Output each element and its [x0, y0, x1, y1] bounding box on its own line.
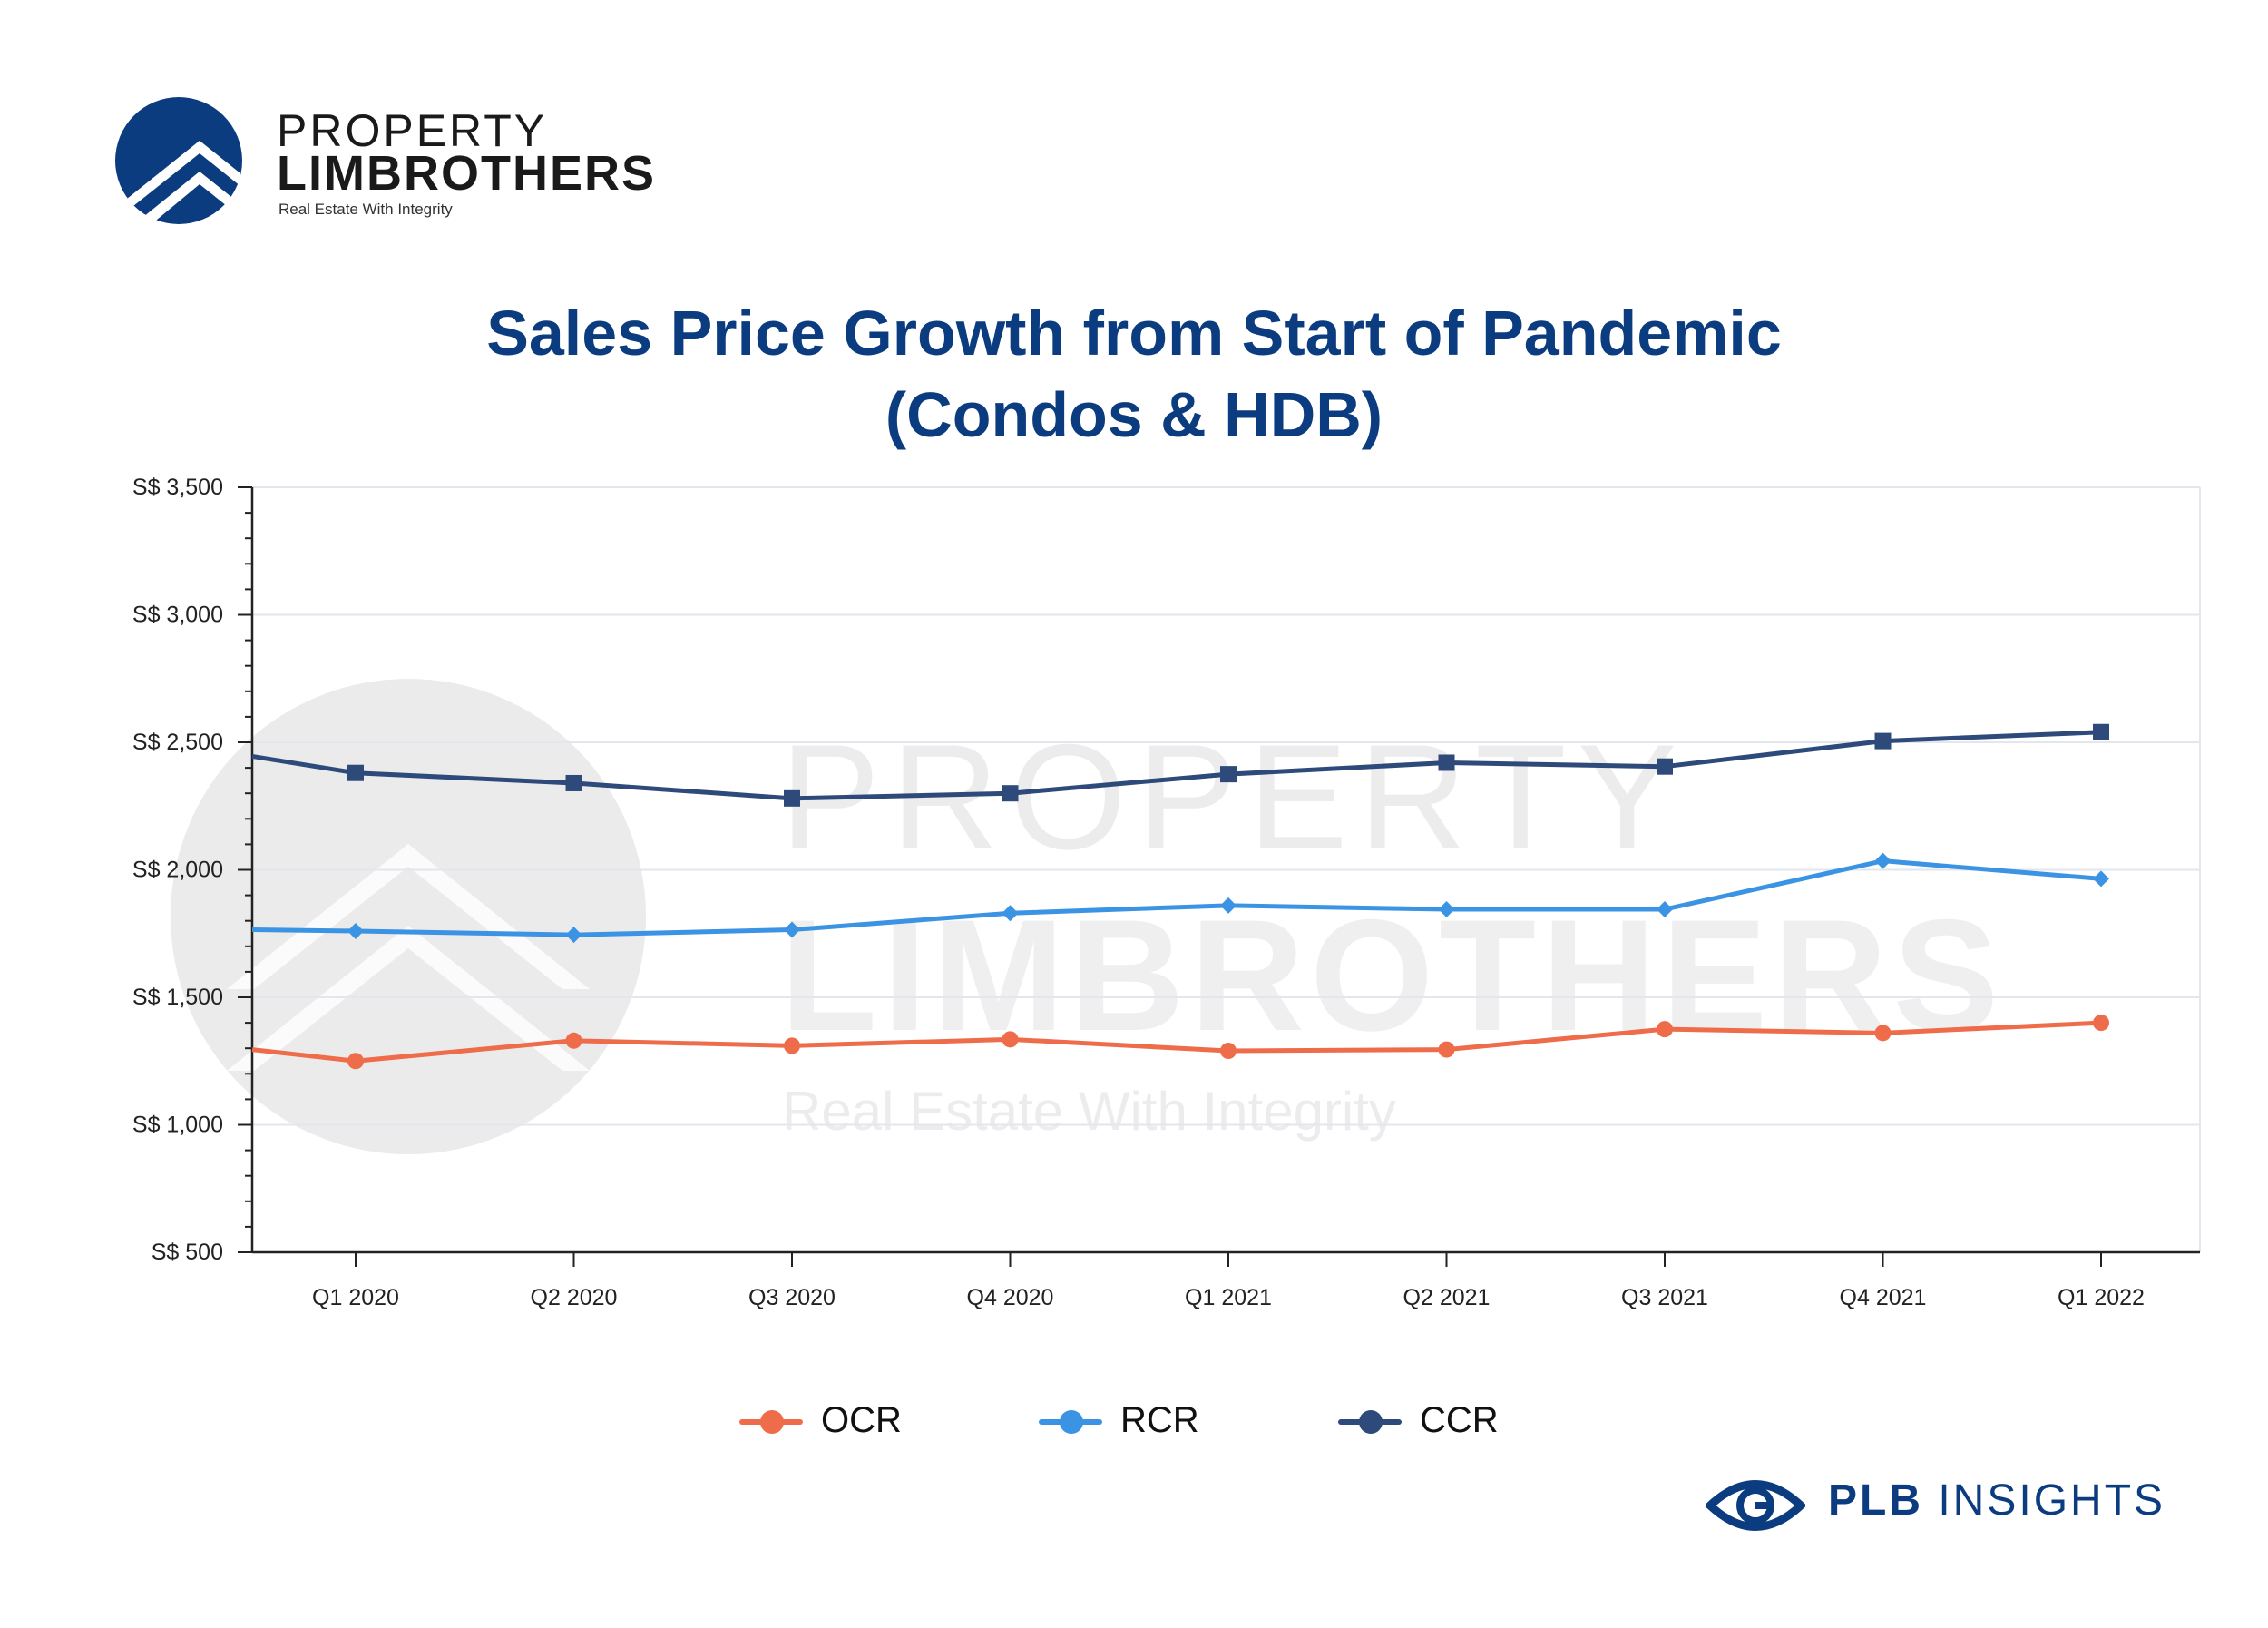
x-tick-label: Q3 2021 [1621, 1285, 1708, 1310]
data-point-rcr [565, 927, 582, 944]
y-tick-label: S$ 1,500 [132, 985, 223, 1010]
logo-mark-icon [115, 97, 242, 224]
data-point-ocr [565, 1032, 582, 1049]
data-point-ccr [565, 774, 582, 791]
legend-label-ocr: OCR [821, 1400, 902, 1440]
data-point-rcr [1002, 905, 1019, 922]
gridlines [252, 486, 2201, 1252]
data-point-rcr [347, 922, 364, 939]
legend-label-ccr: CCR [1420, 1400, 1499, 1440]
series-ccr [251, 723, 2109, 807]
y-tick-label: S$ 2,000 [132, 858, 223, 883]
plb-insights-rest: INSIGHTS [1923, 1476, 2166, 1525]
x-axis-ticks: Q1 2020 Q2 2020 Q3 2020 Q4 2020 Q1 2021 Q2 20… [312, 1252, 2145, 1310]
data-point-ccr [2093, 723, 2109, 740]
data-point-ocr [1002, 1031, 1019, 1048]
data-point-rcr [1438, 901, 1455, 918]
data-point-ocr [1657, 1021, 1673, 1038]
watermark: PROPERTY LIMBROTHERS Real Estate With In… [171, 679, 2004, 1154]
data-point-ccr [1438, 754, 1455, 771]
data-point-ccr [1002, 785, 1019, 802]
x-tick-label: Q1 2022 [2058, 1285, 2145, 1310]
data-point-ocr [347, 1053, 364, 1070]
y-tick-label: S$ 3,500 [132, 475, 223, 500]
x-tick-label: Q4 2021 [1840, 1285, 1927, 1310]
x-tick-label: Q4 2020 [967, 1285, 1054, 1310]
logo-wordmark-bottom: LIMBROTHERS [277, 146, 656, 201]
series-rcr [251, 852, 2109, 944]
data-point-ocr [1220, 1043, 1237, 1060]
y-tick-label: S$ 2,500 [132, 730, 223, 755]
legend-marker-ccr [1359, 1410, 1383, 1434]
watermark-word2: LIMBROTHERS [780, 888, 2004, 1064]
series-ocr [251, 1015, 2109, 1070]
data-point-rcr [1220, 897, 1237, 914]
chart-legend: OCR RCR CCR [0, 1393, 2268, 1447]
data-point-ocr [2093, 1015, 2109, 1032]
chart-title: Sales Price Growth from Start of Pandemi… [0, 292, 2268, 456]
plb-insights-bold: PLB [1828, 1476, 1923, 1525]
data-point-rcr [2093, 870, 2109, 888]
x-tick-label: Q1 2020 [312, 1285, 399, 1310]
plb-insights-label: PLB INSIGHTS [1828, 1476, 2165, 1525]
logo-tagline: Real Estate With Integrity [279, 201, 453, 218]
y-tick-label: S$ 3,000 [132, 603, 223, 628]
data-point-rcr [784, 921, 800, 938]
brand-logo: PROPERTY LIMBROTHERS Real Estate With In… [113, 95, 658, 231]
series-line-rcr [251, 858, 2102, 937]
legend-marker-rcr [1060, 1410, 1083, 1434]
chart-title-line1: Sales Price Growth from Start of Pandemi… [486, 298, 1782, 368]
plb-insights-badge: PLB INSIGHTS [1706, 1468, 2177, 1541]
series-line-ocr [251, 1020, 2102, 1064]
data-point-rcr [1874, 852, 1892, 869]
data-point-ocr [1438, 1041, 1455, 1058]
eye-icon [1706, 1480, 1805, 1531]
x-tick-label: Q1 2021 [1185, 1285, 1272, 1310]
y-tick-label: S$ 500 [152, 1240, 223, 1265]
y-tick-label: S$ 1,000 [132, 1113, 223, 1138]
logo-wordmark-top: PROPERTY [277, 105, 548, 156]
data-point-ccr [1220, 766, 1237, 783]
data-point-ccr [1657, 758, 1673, 775]
y-axis-ticks: S$ 500 S$ 1,000 S$ 1,500 S$ 2,000 S$ 2,500 S$… [132, 475, 252, 1265]
series-line-ccr [251, 730, 2102, 801]
watermark-tagline: Real Estate With Integrity [782, 1081, 1396, 1142]
data-point-ccr [784, 789, 800, 807]
data-point-ccr [1874, 732, 1892, 750]
x-tick-label: Q3 2020 [748, 1285, 836, 1310]
data-point-ocr [784, 1037, 800, 1054]
data-point-ocr [1874, 1025, 1892, 1042]
series-lines [251, 723, 2109, 1070]
x-tick-label: Q2 2021 [1403, 1285, 1491, 1310]
data-point-ccr [347, 764, 364, 781]
chart-title-line2: (Condos & HDB) [885, 379, 1383, 450]
x-tick-label: Q2 2020 [531, 1285, 618, 1310]
legend-marker-ocr [760, 1410, 784, 1434]
legend-label-rcr: RCR [1120, 1400, 1199, 1440]
data-point-rcr [1657, 901, 1673, 918]
